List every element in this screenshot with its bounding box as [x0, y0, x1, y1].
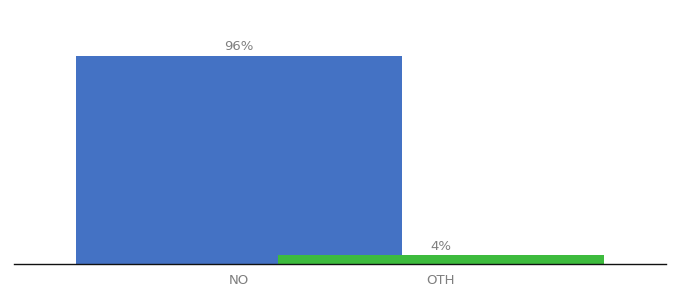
- Text: 96%: 96%: [224, 40, 254, 53]
- Text: 4%: 4%: [430, 240, 452, 253]
- Bar: [76, 56, 403, 264]
- Bar: [277, 255, 604, 264]
